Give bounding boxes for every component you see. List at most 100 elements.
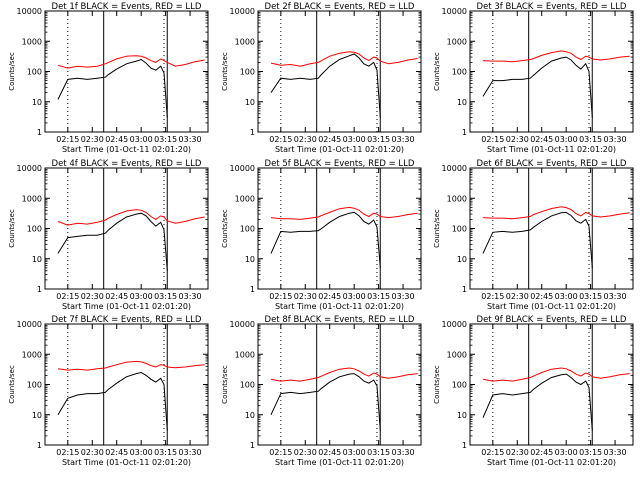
x-tick-label: 03:00 bbox=[343, 448, 366, 457]
x-tick-label: 03:15 bbox=[367, 448, 390, 457]
y-tick-label: 10000 bbox=[17, 164, 42, 173]
x-tick-label: 03:15 bbox=[579, 135, 602, 144]
chart-panel: 1 10 100 1000 10000 02:15 02:30 02:45 03:00 03:15… bbox=[433, 315, 634, 467]
series-events-line bbox=[270, 211, 381, 268]
panel-title: Det 3f BLACK = Events, RED = LLD bbox=[477, 2, 627, 12]
panel-title: Det 9f BLACK = Events, RED = LLD bbox=[477, 315, 627, 325]
x-tick-label: 02:15 bbox=[269, 448, 292, 457]
y-tick-label: 1 bbox=[250, 128, 255, 137]
x-tick-label: 03:30 bbox=[392, 292, 415, 301]
x-tick-label: 03:00 bbox=[130, 292, 153, 301]
chart-panel: 1 10 100 1000 10000 02:15 02:30 02:45 03:00 03:15… bbox=[433, 159, 634, 311]
plot-frame bbox=[257, 10, 422, 133]
chart-panel: 1 10 100 1000 10000 02:15 02:30 02:45 03:00 03:15… bbox=[8, 315, 209, 467]
chart-panel: 1 10 100 1000 10000 02:15 02:30 02:45 03:00 03:15… bbox=[8, 2, 209, 154]
plot-frame bbox=[44, 10, 209, 133]
y-tick-label: 1 bbox=[37, 441, 42, 450]
x-tick-label: 03:30 bbox=[604, 448, 627, 457]
chart-panel: 1 10 100 1000 10000 02:15 02:30 02:45 03:00 03:15… bbox=[221, 315, 422, 467]
x-axis-label: Start Time (01-Oct-11 02:01:20) bbox=[62, 458, 191, 467]
plot-frame bbox=[44, 323, 209, 446]
y-tick-label: 100 bbox=[452, 225, 467, 234]
x-tick-label: 02:45 bbox=[318, 292, 341, 301]
chart-panel: 1 10 100 1000 10000 02:15 02:30 02:45 03:00 03:15… bbox=[221, 2, 422, 154]
panel-title: Det 1f BLACK = Events, RED = LLD bbox=[52, 2, 202, 12]
x-tick-label: 02:45 bbox=[530, 448, 553, 457]
series-lld-line bbox=[270, 206, 418, 220]
y-tick-label: 100 bbox=[240, 381, 255, 390]
x-axis-label: Start Time (01-Oct-11 02:01:20) bbox=[275, 302, 404, 311]
y-tick-label: 100 bbox=[240, 225, 255, 234]
x-axis-label: Start Time (01-Oct-11 02:01:20) bbox=[487, 302, 616, 311]
series-events-line bbox=[482, 56, 593, 118]
y-tick-label: 1000 bbox=[22, 37, 42, 46]
x-tick-label: 03:15 bbox=[154, 292, 177, 301]
y-axis-label: Counts/sec bbox=[433, 365, 441, 404]
x-tick-label: 03:30 bbox=[604, 292, 627, 301]
x-tick-label: 03:15 bbox=[579, 448, 602, 457]
plot-frame bbox=[257, 167, 422, 290]
chart-panel: 1 10 100 1000 10000 02:15 02:30 02:45 03:00 03:15… bbox=[8, 159, 209, 311]
series-lld-line bbox=[482, 367, 630, 382]
x-tick-label: 02:30 bbox=[506, 135, 529, 144]
x-tick-label: 02:30 bbox=[294, 448, 317, 457]
x-tick-label: 02:30 bbox=[506, 292, 529, 301]
series-events-line bbox=[57, 371, 168, 431]
y-tick-label: 10000 bbox=[442, 320, 467, 329]
y-tick-label: 1 bbox=[250, 285, 255, 294]
y-axis-label: Counts/sec bbox=[8, 209, 16, 248]
plot-frame bbox=[257, 323, 422, 446]
x-tick-label: 02:30 bbox=[81, 135, 104, 144]
chart-panel: 1 10 100 1000 10000 02:15 02:30 02:45 03:00 03:15… bbox=[221, 159, 422, 311]
chart-panel: 1 10 100 1000 10000 02:15 02:30 02:45 03:00 03:15… bbox=[433, 2, 634, 154]
x-axis-label: Start Time (01-Oct-11 02:01:20) bbox=[275, 145, 404, 154]
y-tick-label: 1000 bbox=[22, 194, 42, 203]
panel-title: Det 8f BLACK = Events, RED = LLD bbox=[265, 315, 415, 325]
y-axis-label: Counts/sec bbox=[433, 52, 441, 91]
x-axis-label: Start Time (01-Oct-11 02:01:20) bbox=[487, 458, 616, 467]
y-tick-label: 10 bbox=[245, 98, 255, 107]
x-tick-label: 03:30 bbox=[392, 135, 415, 144]
y-tick-label: 10 bbox=[457, 98, 467, 107]
y-tick-label: 1000 bbox=[235, 194, 255, 203]
y-tick-label: 10 bbox=[32, 98, 42, 107]
y-tick-label: 100 bbox=[240, 68, 255, 77]
y-tick-label: 1000 bbox=[22, 350, 42, 359]
series-events-line bbox=[57, 58, 168, 118]
x-tick-label: 03:15 bbox=[579, 292, 602, 301]
y-tick-label: 1 bbox=[37, 285, 42, 294]
x-tick-label: 03:15 bbox=[367, 292, 390, 301]
x-axis-label: Start Time (01-Oct-11 02:01:20) bbox=[487, 145, 616, 154]
plot-frame bbox=[44, 167, 209, 290]
y-tick-label: 1000 bbox=[447, 37, 467, 46]
x-tick-label: 03:15 bbox=[367, 135, 390, 144]
x-tick-label: 02:45 bbox=[318, 448, 341, 457]
y-tick-label: 1 bbox=[462, 128, 467, 137]
x-tick-label: 02:30 bbox=[81, 448, 104, 457]
y-tick-label: 1 bbox=[462, 285, 467, 294]
series-events-line bbox=[57, 212, 168, 271]
y-tick-label: 1 bbox=[462, 441, 467, 450]
y-tick-label: 10 bbox=[32, 411, 42, 420]
y-axis-label: Counts/sec bbox=[433, 209, 441, 248]
x-tick-label: 03:15 bbox=[154, 448, 177, 457]
y-axis-label: Counts/sec bbox=[8, 52, 16, 91]
y-tick-label: 10000 bbox=[230, 7, 255, 16]
x-tick-label: 02:30 bbox=[81, 292, 104, 301]
series-events-line bbox=[270, 373, 381, 431]
x-tick-label: 02:15 bbox=[56, 448, 79, 457]
y-tick-label: 100 bbox=[27, 381, 42, 390]
x-tick-label: 02:15 bbox=[481, 448, 504, 457]
series-lld-line bbox=[57, 360, 205, 371]
series-lld-line bbox=[482, 206, 630, 220]
x-tick-label: 02:45 bbox=[530, 135, 553, 144]
x-tick-label: 03:30 bbox=[604, 135, 627, 144]
series-events-line bbox=[482, 211, 593, 268]
x-tick-label: 02:15 bbox=[56, 135, 79, 144]
series-lld-line bbox=[270, 51, 418, 67]
x-tick-label: 02:45 bbox=[530, 292, 553, 301]
y-tick-label: 10000 bbox=[17, 320, 42, 329]
x-tick-label: 03:00 bbox=[555, 448, 578, 457]
panel-title: Det 5f BLACK = Events, RED = LLD bbox=[265, 159, 415, 169]
x-tick-label: 02:30 bbox=[294, 292, 317, 301]
